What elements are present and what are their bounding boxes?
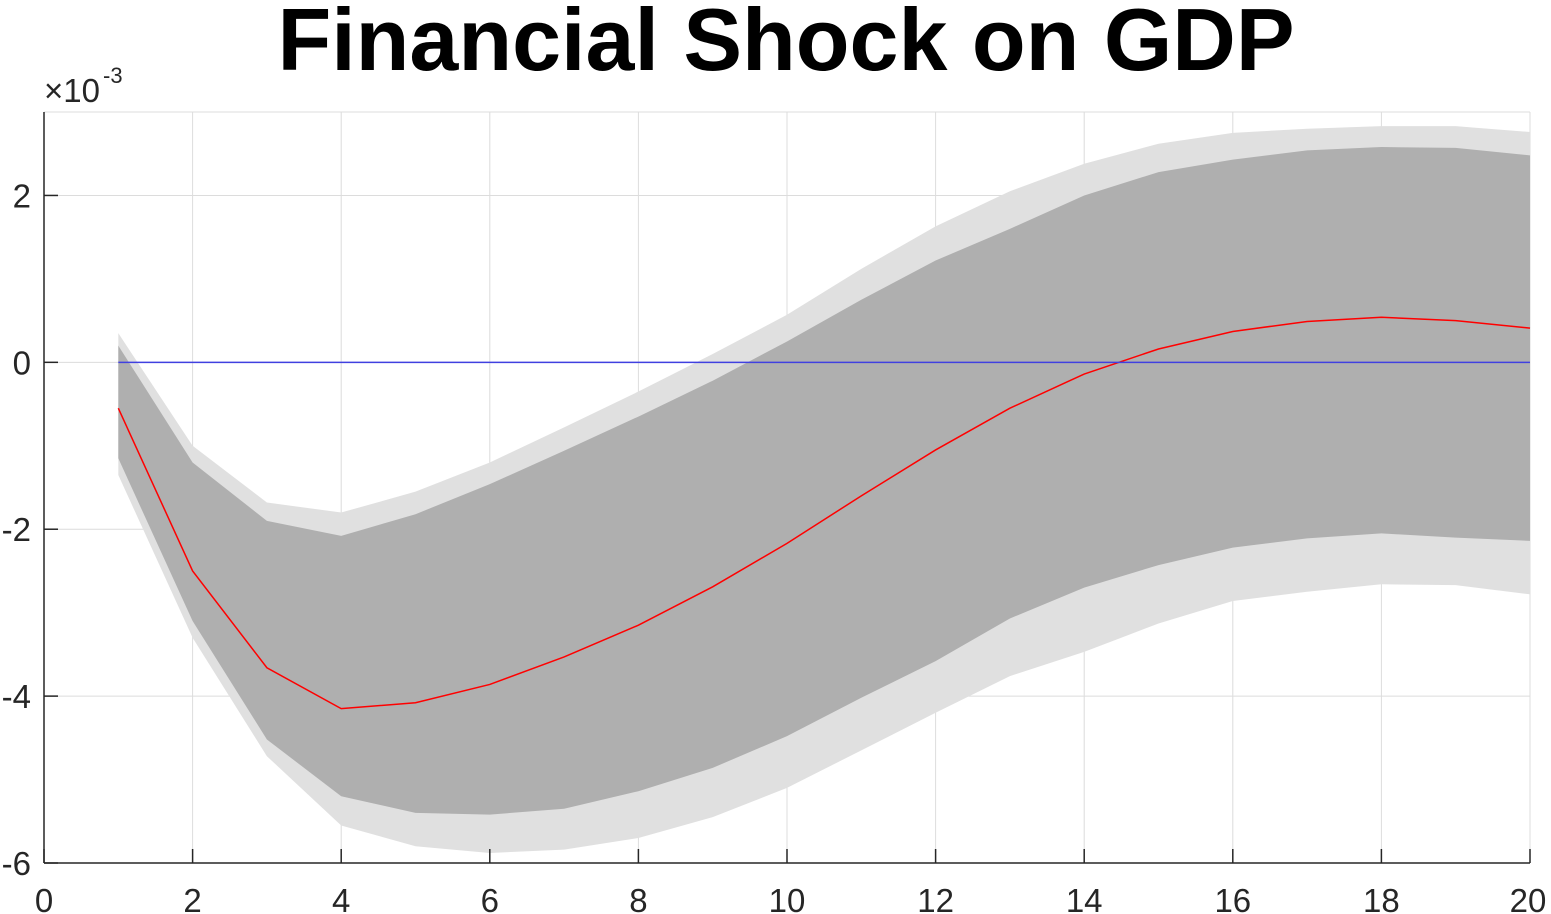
x-tick-label: 4	[332, 882, 350, 914]
y-tick-label: -4	[2, 678, 31, 715]
x-tick-label: 10	[769, 882, 806, 914]
x-tick-label: 8	[629, 882, 647, 914]
x-tick-label: 2	[183, 882, 201, 914]
band-layer	[118, 126, 1530, 853]
tick-label-layer: 0 2 4 6 8 10 12 14 16 18 20 -6 -4 -2 0 2	[2, 177, 1547, 914]
line-layer	[117, 316, 1531, 710]
x-tick-label: 16	[1214, 882, 1251, 914]
x-tick-label: 20	[1510, 882, 1547, 914]
axis-layer	[43, 112, 1531, 864]
x-tick-label: 14	[1066, 882, 1103, 914]
x-tick-label: 18	[1363, 882, 1400, 914]
x-tick-label: 6	[481, 882, 499, 914]
inner-confidence-band	[118, 147, 1530, 815]
x-tick-label: 12	[917, 882, 954, 914]
y-tick-label: 2	[13, 177, 31, 214]
y-exponent-label: ×10	[44, 72, 100, 109]
y-exponent: ×10 -3	[44, 63, 123, 109]
y-tick-label: -2	[2, 511, 31, 548]
x-tick-label: 0	[35, 882, 53, 914]
y-exponent-power: -3	[103, 63, 123, 88]
y-tick-label: 0	[13, 344, 31, 381]
chart-title: Financial Shock on GDP	[277, 0, 1294, 89]
median-response-line	[117, 316, 1531, 710]
y-tick-label: -6	[2, 845, 31, 882]
